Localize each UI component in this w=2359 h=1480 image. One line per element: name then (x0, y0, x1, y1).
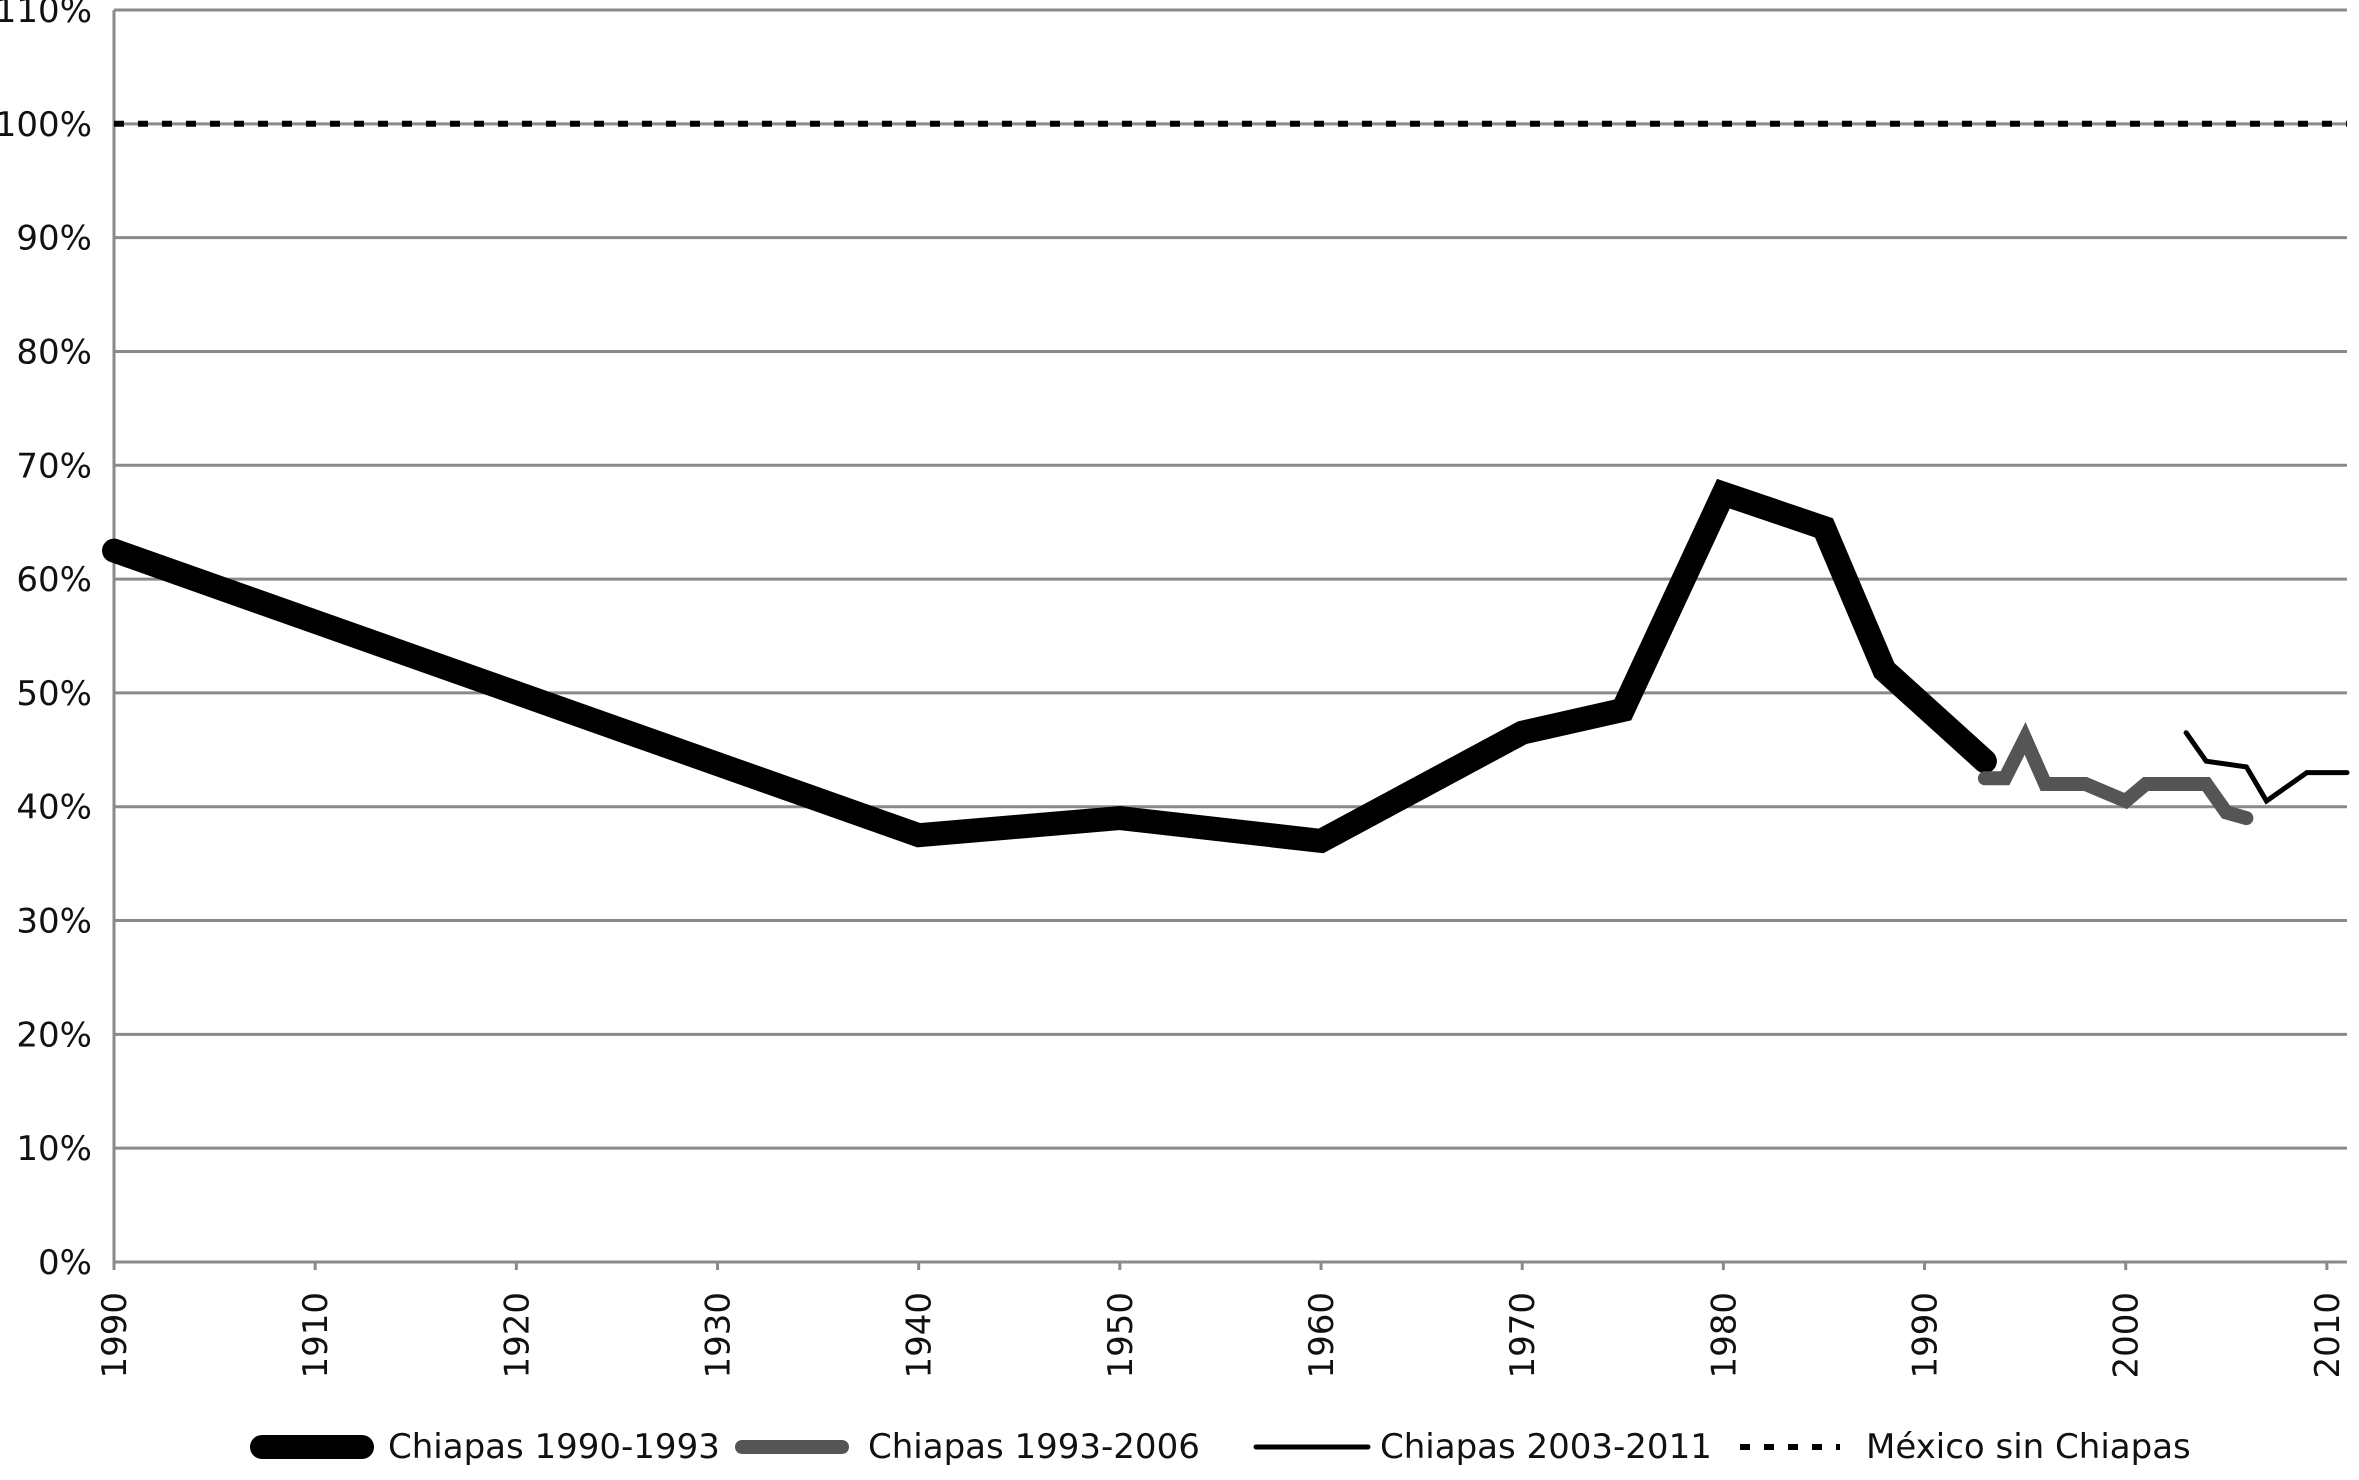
y-tick-label: 40% (16, 788, 92, 828)
series-line-2 (1977, 722, 2254, 826)
legend: Chiapas 1990-1993 Chiapas 1993-2006 Chiapa… (250, 1427, 2191, 1467)
x-tick-label: 1910 (296, 1292, 336, 1379)
series-line-3 (2183, 730, 2350, 805)
x-tick-label: 1920 (497, 1292, 537, 1379)
legend-label-1: Chiapas 1990-1993 (388, 1427, 720, 1467)
x-tick-label: 1930 (699, 1292, 739, 1379)
x-tick-label: 1940 (900, 1292, 940, 1379)
y-tick-label: 20% (16, 1015, 92, 1055)
legend-label-2: Chiapas 1993-2006 (868, 1427, 1200, 1467)
legend-label-3: Chiapas 2003-2011 (1380, 1427, 1712, 1467)
y-tick-label: 10% (16, 1129, 92, 1169)
y-tick-label: 50% (16, 674, 92, 714)
y-tick-label: 110% (0, 0, 92, 31)
legend-label-4: México sin Chiapas (1866, 1427, 2191, 1467)
axes (112, 10, 2347, 1270)
gridlines (114, 8, 2347, 1150)
series-line-1 (102, 478, 1997, 854)
x-tick-label: 1960 (1302, 1292, 1342, 1379)
y-tick-label: 60% (16, 560, 92, 600)
x-tick-label: 1950 (1101, 1292, 1141, 1379)
x-tick-label: 1990 (1906, 1292, 1946, 1379)
x-tick-label: 1980 (1704, 1292, 1744, 1379)
x-tick-label: 2010 (2308, 1292, 2348, 1379)
y-tick-label: 30% (16, 902, 92, 942)
x-tick-label: 1990 (95, 1292, 135, 1379)
x-tick-label: 1970 (1503, 1292, 1543, 1379)
y-tick-label: 80% (16, 332, 92, 372)
y-tick-label: 90% (16, 219, 92, 259)
series-lines (102, 120, 2350, 854)
y-tick-label: 0% (38, 1243, 92, 1283)
y-tick-label: 70% (16, 446, 92, 486)
y-tick-label: 100% (0, 105, 92, 145)
x-tick-label: 2000 (2107, 1292, 2147, 1379)
y-axis-ticks: 0% 10% 20% 30% 40% 50% 60% 70% 80% 90% 100% 110% (0, 0, 92, 1283)
x-axis-ticks: 1990 1910 1920 1930 1940 1950 1960 1970 1980 1990… (95, 1292, 2348, 1379)
